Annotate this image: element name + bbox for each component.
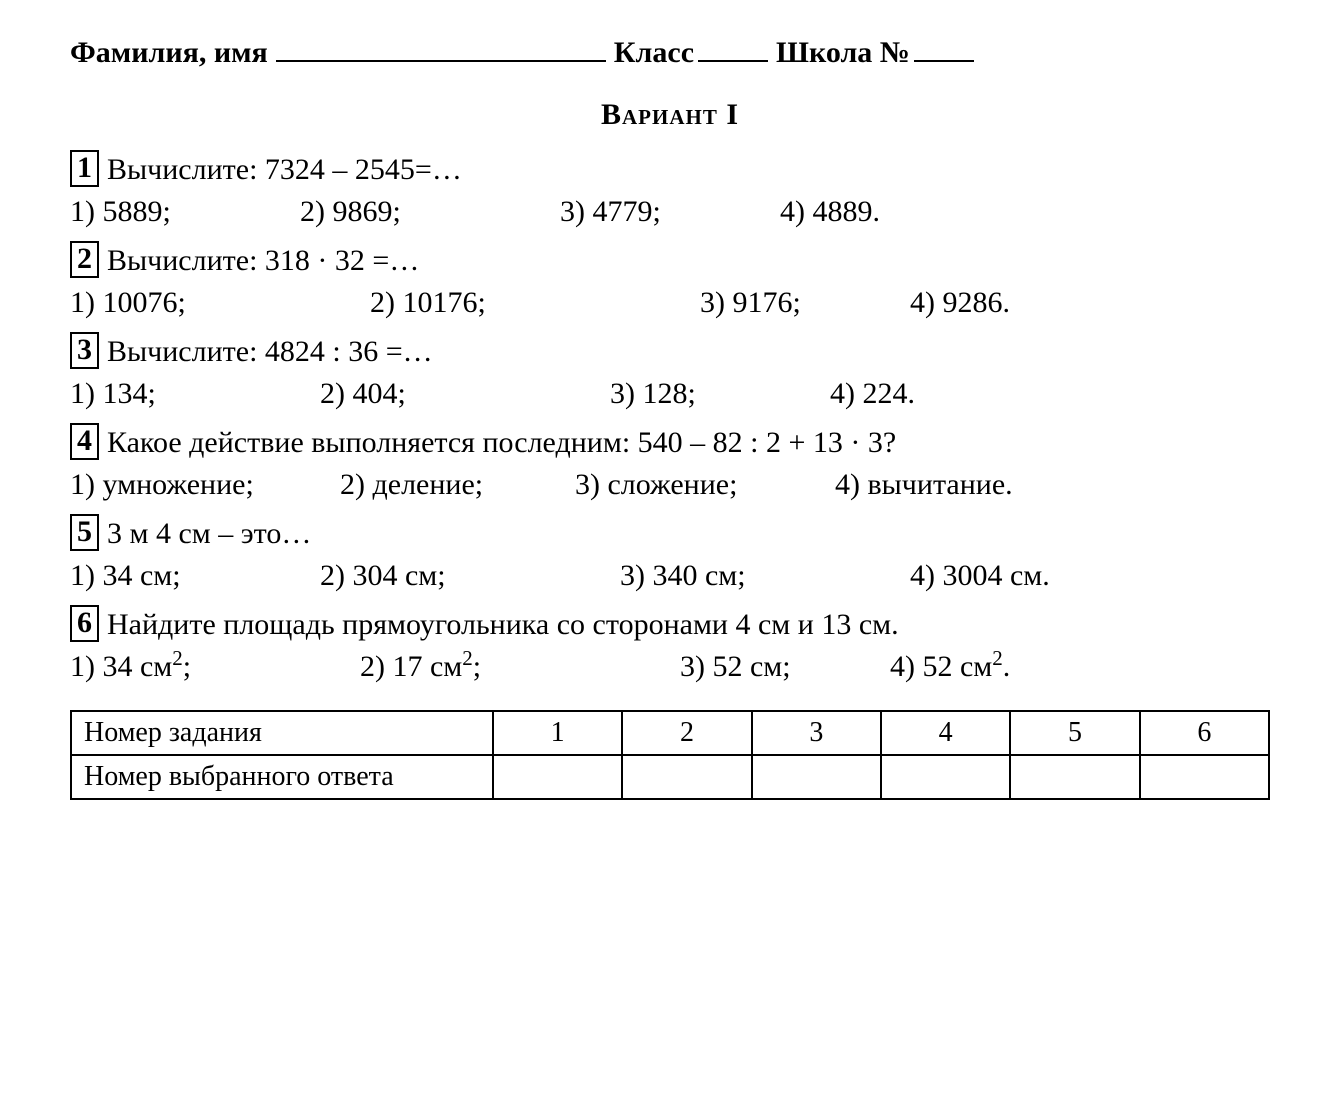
question-number-box: 4 (70, 423, 99, 460)
option-1: 1) 134; (70, 374, 320, 415)
question-4: 4Какое действие выполняется последним: 5… (70, 423, 1270, 506)
question-options: 1) 10076;2) 10176;3) 9176;4) 9286. (70, 283, 1270, 324)
option-4: 4) 52 см2. (890, 647, 1010, 688)
worksheet-header: Фамилия, имя Класс Школа № (70, 30, 1270, 73)
question-head: 4Какое действие выполняется последним: 5… (70, 423, 1270, 464)
option-1: 1) 10076; (70, 283, 370, 324)
questions-list: 1Вычислите: 7324 – 2545=…1) 5889;2) 9869… (70, 150, 1270, 688)
question-options: 1) 34 см2;2) 17 см2;3) 52 см;4) 52 см2. (70, 647, 1270, 688)
answer-table-row2-label: Номер выбранного ответа (71, 755, 493, 799)
school-blank[interactable] (914, 30, 974, 62)
question-options: 1) 5889;2) 9869;3) 4779;4) 4889. (70, 192, 1270, 233)
option-2: 2) деление; (340, 465, 575, 506)
option-3: 3) сложение; (575, 465, 835, 506)
answer-cell-4[interactable] (881, 755, 1010, 799)
question-number-box: 6 (70, 605, 99, 642)
option-2: 2) 10176; (370, 283, 700, 324)
answer-col-3: 3 (752, 711, 881, 755)
question-number-box: 5 (70, 514, 99, 551)
option-4: 4) 224. (830, 374, 915, 415)
question-options: 1) 134;2) 404;3) 128;4) 224. (70, 374, 1270, 415)
option-2: 2) 9869; (300, 192, 560, 233)
question-text: Вычислите: 7324 – 2545=… (107, 150, 462, 191)
question-text: Вычислите: 318 · 32 =… (107, 241, 419, 282)
option-1: 1) 34 см2; (70, 647, 360, 688)
answer-col-1: 1 (493, 711, 622, 755)
question-2: 2Вычислите: 318 · 32 =…1) 10076;2) 10176… (70, 241, 1270, 324)
answer-col-4: 4 (881, 711, 1010, 755)
option-3: 3) 4779; (560, 192, 780, 233)
answer-col-5: 5 (1010, 711, 1139, 755)
name-label: Фамилия, имя (70, 33, 268, 74)
question-text: Вычислите: 4824 : 36 =… (107, 332, 433, 373)
answer-cell-6[interactable] (1140, 755, 1269, 799)
option-2: 2) 404; (320, 374, 610, 415)
question-head: 53 м 4 см – это… (70, 514, 1270, 555)
class-blank[interactable] (698, 30, 768, 62)
option-1: 1) 34 см; (70, 556, 320, 597)
answer-col-2: 2 (622, 711, 751, 755)
question-options: 1) 34 см;2) 304 см;3) 340 см;4) 3004 см. (70, 556, 1270, 597)
answer-cell-5[interactable] (1010, 755, 1139, 799)
answer-cell-1[interactable] (493, 755, 622, 799)
question-1: 1Вычислите: 7324 – 2545=…1) 5889;2) 9869… (70, 150, 1270, 233)
answer-table: Номер задания 1 2 3 4 5 6 Номер выбранно… (70, 710, 1270, 800)
answer-col-6: 6 (1140, 711, 1269, 755)
class-label: Класс (614, 33, 694, 74)
answer-table-header-row: Номер задания 1 2 3 4 5 6 (71, 711, 1269, 755)
option-1: 1) умножение; (70, 465, 340, 506)
option-2: 2) 304 см; (320, 556, 620, 597)
option-4: 4) вычитание. (835, 465, 1013, 506)
variant-title: Вариант I (70, 95, 1270, 136)
option-4: 4) 3004 см. (910, 556, 1050, 597)
answer-cell-2[interactable] (622, 755, 751, 799)
question-3: 3Вычислите: 4824 : 36 =…1) 134;2) 404;3)… (70, 332, 1270, 415)
answer-table-row1-label: Номер задания (71, 711, 493, 755)
question-head: 6Найдите площадь прямоугольника со сторо… (70, 605, 1270, 646)
question-number-box: 3 (70, 332, 99, 369)
option-3: 3) 9176; (700, 283, 910, 324)
question-number-box: 2 (70, 241, 99, 278)
question-head: 2Вычислите: 318 · 32 =… (70, 241, 1270, 282)
question-options: 1) умножение;2) деление;3) сложение;4) в… (70, 465, 1270, 506)
school-label: Школа № (776, 33, 910, 74)
option-4: 4) 4889. (780, 192, 880, 233)
question-text: Найдите площадь прямоугольника со сторон… (107, 605, 899, 646)
question-5: 53 м 4 см – это…1) 34 см;2) 304 см;3) 34… (70, 514, 1270, 597)
question-text: 3 м 4 см – это… (107, 514, 311, 555)
option-1: 1) 5889; (70, 192, 300, 233)
option-2: 2) 17 см2; (360, 647, 680, 688)
option-4: 4) 9286. (910, 283, 1010, 324)
name-blank[interactable] (276, 30, 606, 62)
option-3: 3) 52 см; (680, 647, 890, 688)
option-3: 3) 340 см; (620, 556, 910, 597)
question-6: 6Найдите площадь прямоугольника со сторо… (70, 605, 1270, 688)
question-number-box: 1 (70, 150, 99, 187)
answer-table-input-row: Номер выбранного ответа (71, 755, 1269, 799)
question-head: 3Вычислите: 4824 : 36 =… (70, 332, 1270, 373)
question-head: 1Вычислите: 7324 – 2545=… (70, 150, 1270, 191)
answer-cell-3[interactable] (752, 755, 881, 799)
option-3: 3) 128; (610, 374, 830, 415)
question-text: Какое действие выполняется последним: 54… (107, 423, 896, 464)
